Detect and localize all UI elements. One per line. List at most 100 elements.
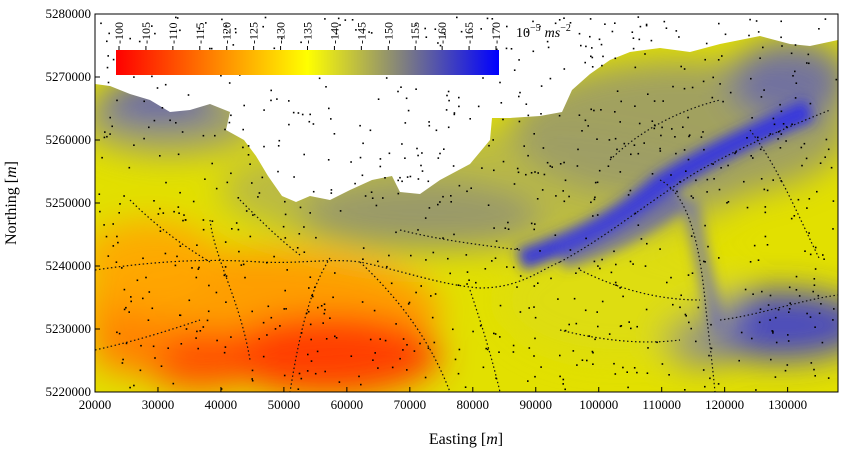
station-dot xyxy=(111,125,113,128)
station-dot xyxy=(527,154,529,157)
station-dot xyxy=(402,338,405,340)
station-dot xyxy=(278,139,281,142)
station-dot xyxy=(123,288,126,291)
station-dot xyxy=(184,219,187,221)
station-dot xyxy=(662,100,664,102)
station-dot xyxy=(491,260,493,262)
station-dot xyxy=(421,170,424,172)
station-dot xyxy=(224,346,227,348)
station-dot xyxy=(710,347,713,350)
colorbar-tick-label: -170 xyxy=(489,22,503,44)
station-dot xyxy=(202,134,205,137)
station-dot xyxy=(309,113,311,116)
x-tick-label: 40000 xyxy=(205,397,238,412)
station-dot xyxy=(653,124,656,126)
station-dot xyxy=(270,89,272,92)
station-dot xyxy=(675,30,678,32)
station-dot xyxy=(173,210,175,213)
station-dot xyxy=(427,180,430,183)
station-dot xyxy=(797,198,800,201)
station-dot xyxy=(466,190,468,193)
station-dot xyxy=(406,176,409,178)
station-dot xyxy=(546,40,549,43)
station-dot xyxy=(315,236,317,239)
station-dot xyxy=(832,200,835,202)
station-dot xyxy=(597,265,599,267)
station-dot xyxy=(198,266,200,269)
station-dot xyxy=(209,47,211,50)
station-dot xyxy=(230,172,232,175)
station-dot xyxy=(750,155,752,157)
station-dot xyxy=(252,214,254,216)
station-dot xyxy=(235,222,238,224)
station-dot xyxy=(558,114,561,117)
station-dot xyxy=(224,266,227,268)
station-dot xyxy=(430,295,432,297)
station-dot xyxy=(616,148,618,151)
station-dot xyxy=(369,129,372,132)
station-dot xyxy=(576,364,578,366)
station-dot xyxy=(415,88,417,90)
station-dot xyxy=(277,145,280,147)
station-dot xyxy=(534,316,537,319)
station-dot xyxy=(622,295,624,298)
station-dot xyxy=(534,375,536,378)
station-dot xyxy=(439,152,441,155)
station-dot xyxy=(475,281,477,284)
station-dot xyxy=(197,347,199,350)
station-dot xyxy=(361,301,364,303)
station-dot xyxy=(202,326,205,328)
station-dot xyxy=(220,74,222,77)
station-dot xyxy=(753,244,756,247)
station-dot xyxy=(680,65,682,68)
station-dot xyxy=(419,342,421,345)
station-dot xyxy=(136,279,139,282)
station-dot xyxy=(215,187,218,190)
station-dot xyxy=(738,359,740,362)
station-dot xyxy=(466,283,468,285)
station-dot xyxy=(584,61,586,64)
station-dot xyxy=(417,154,419,157)
station-dot xyxy=(719,83,721,85)
station-dot xyxy=(688,321,690,324)
station-dot xyxy=(724,33,727,36)
station-dot xyxy=(601,258,603,261)
station-dot xyxy=(112,245,115,247)
station-dot xyxy=(103,224,105,226)
station-dot xyxy=(809,316,812,318)
station-dot xyxy=(622,366,624,369)
station-dot xyxy=(591,66,594,68)
station-dot xyxy=(506,266,508,268)
station-dot xyxy=(447,90,450,93)
station-dot xyxy=(323,312,326,315)
station-dot xyxy=(683,68,686,70)
station-dot xyxy=(486,17,489,20)
station-dot xyxy=(301,113,304,116)
station-dot xyxy=(130,296,132,298)
station-dot xyxy=(549,165,552,167)
station-dot xyxy=(593,109,595,112)
station-dot xyxy=(704,224,706,227)
station-dot xyxy=(718,22,720,25)
station-dot xyxy=(402,349,404,351)
station-dot xyxy=(578,32,581,35)
station-dot xyxy=(712,76,714,79)
station-dot xyxy=(453,113,456,116)
station-dot xyxy=(525,173,527,176)
station-dot xyxy=(518,95,520,98)
station-dot xyxy=(661,126,663,129)
station-dot xyxy=(530,222,533,225)
station-dot xyxy=(759,308,762,310)
station-dot xyxy=(334,335,336,338)
station-dot xyxy=(660,134,662,137)
station-dot xyxy=(492,139,494,141)
station-dot xyxy=(808,232,810,234)
station-dot xyxy=(300,41,302,44)
station-dot xyxy=(263,109,265,111)
station-dot xyxy=(123,195,125,197)
station-dot xyxy=(685,170,687,172)
station-dot xyxy=(399,176,401,179)
y-tick-label: 5240000 xyxy=(46,258,92,273)
station-dot xyxy=(813,278,816,280)
station-dot xyxy=(684,389,686,391)
